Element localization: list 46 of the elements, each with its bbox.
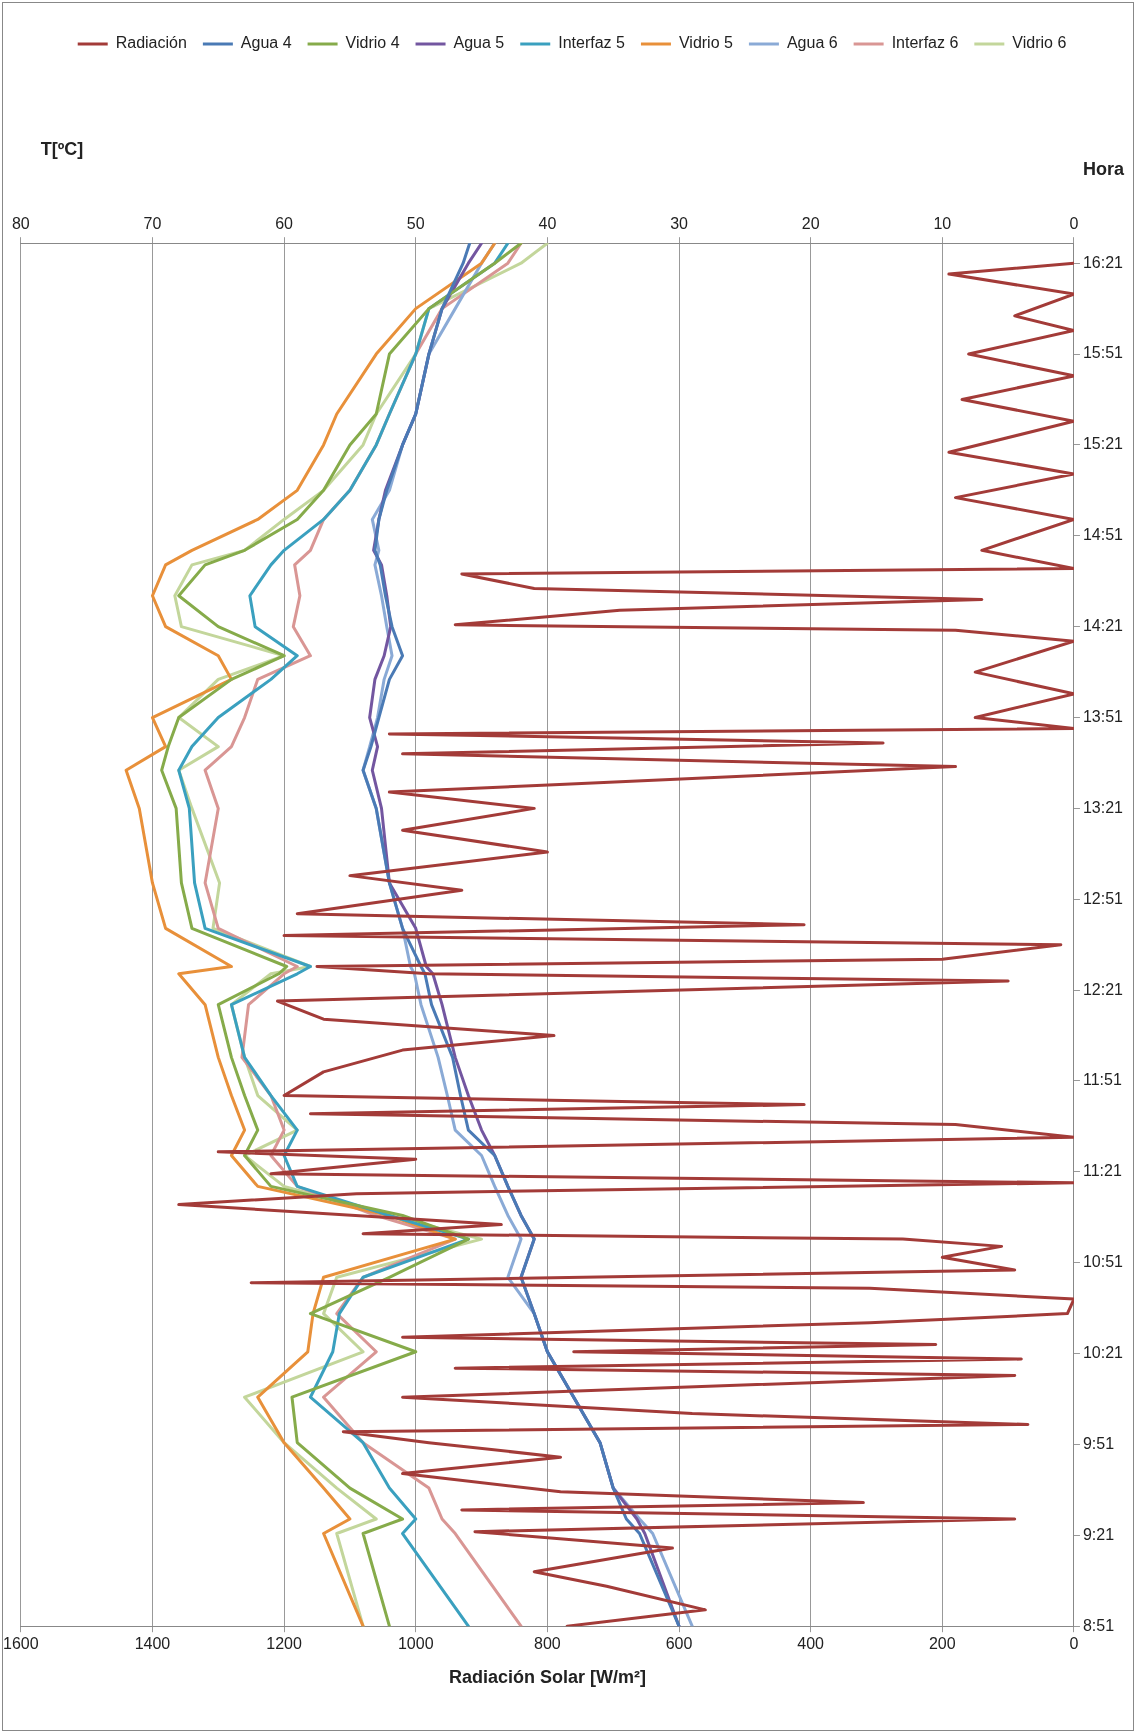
- x-tick-label: 1200: [266, 1635, 302, 1653]
- x2-tick-label: 40: [538, 215, 557, 233]
- y-tick-label: 13:21: [1082, 798, 1124, 816]
- y-tick-label: 15:21: [1082, 435, 1124, 453]
- legend-label: Agua 6: [786, 34, 838, 52]
- x-tick-label: 0: [1069, 1635, 1079, 1653]
- x-tick-label: 200: [928, 1635, 956, 1653]
- x-axis-title: Radiación Solar [W/m²]: [448, 1667, 646, 1688]
- x2-tick-label: 30: [670, 215, 689, 233]
- y-tick-label: 16:21: [1082, 253, 1124, 271]
- x-tick-label: 400: [797, 1635, 825, 1653]
- y-tick-label: 10:21: [1082, 1344, 1124, 1361]
- y-tick-label: 15:51: [1082, 344, 1124, 362]
- y-axis-title: Hora: [1082, 158, 1125, 179]
- x2-tick-label: 20: [801, 215, 820, 233]
- y-tick-label: 12:21: [1082, 980, 1124, 998]
- x2-tick-label: 50: [406, 215, 425, 233]
- y-tick-label: 10:51: [1082, 1253, 1124, 1271]
- y-tick-label: 12:51: [1082, 889, 1124, 907]
- x2-tick-label: 80: [11, 215, 30, 233]
- legend-label: Radiación: [115, 34, 187, 52]
- x-tick-label: 1000: [397, 1635, 434, 1653]
- y-tick-label: 9:21: [1082, 1525, 1115, 1543]
- legend-label: Agua 5: [453, 34, 505, 52]
- y-tick-label: 14:51: [1082, 526, 1124, 544]
- y-tick-label: 14:21: [1082, 617, 1124, 635]
- x2-tick-label: 10: [933, 215, 952, 233]
- y-tick-label: 8:51: [1082, 1616, 1115, 1634]
- x-tick-label: 800: [534, 1635, 561, 1653]
- x2-axis-title: T[ºC]: [40, 138, 84, 159]
- legend-label: Agua 4: [240, 34, 292, 52]
- x-tick-label: 600: [665, 1635, 693, 1653]
- legend-label: Interfaz 6: [891, 34, 959, 52]
- legend-label: Vidrio 6: [1012, 34, 1067, 52]
- y-tick-label: 11:51: [1082, 1071, 1122, 1089]
- x2-tick-label: 0: [1069, 215, 1079, 233]
- y-tick-label: 13:51: [1082, 707, 1124, 725]
- legend-label: Vidrio 5: [678, 34, 734, 52]
- legend-label: Interfaz 5: [558, 34, 626, 52]
- x2-tick-label: 60: [275, 215, 294, 233]
- x-tick-label: 1400: [134, 1635, 171, 1653]
- y-tick-label: 9:51: [1082, 1434, 1115, 1452]
- x2-tick-label: 70: [143, 215, 162, 233]
- y-tick-label: 11:21: [1082, 1162, 1122, 1180]
- x-tick-label: 1600: [3, 1635, 39, 1653]
- legend-label: Vidrio 4: [345, 34, 400, 52]
